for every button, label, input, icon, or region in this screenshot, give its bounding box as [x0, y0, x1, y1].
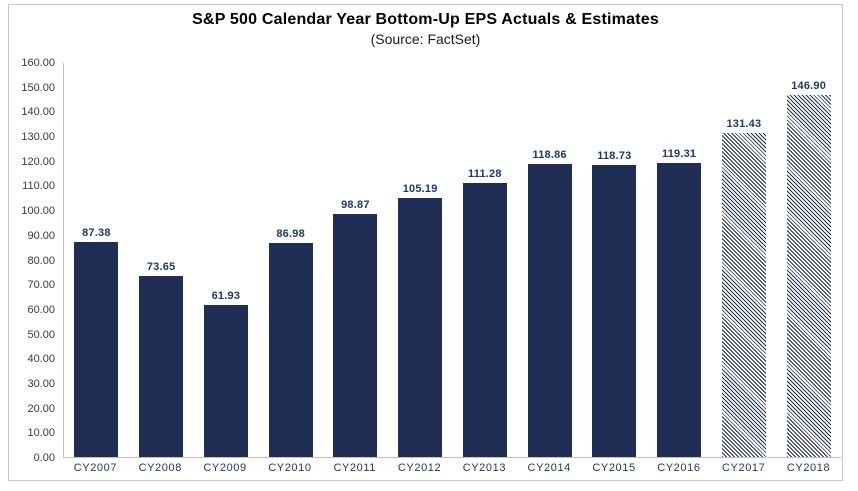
bar-column-CY2016: 119.31 — [647, 63, 712, 457]
bar-value-label: 146.90 — [791, 80, 827, 93]
bar-value-label: 87.38 — [82, 226, 111, 239]
x-tick-label: CY2014 — [527, 462, 571, 474]
actual-bar — [592, 164, 637, 457]
x-tick-label: CY2011 — [333, 462, 376, 474]
actual-bar — [268, 242, 313, 457]
bar-value-label: 73.65 — [146, 260, 176, 273]
bars-container: 87.38 73.65 61.93 86.98 98.87 105.19 111.28 118… — [64, 63, 841, 457]
y-tick-label: 90.00 — [27, 229, 55, 242]
y-tick-label: 80.00 — [27, 254, 55, 267]
y-tick-label: 130.00 — [21, 131, 55, 144]
x-tick-label: CY2018 — [786, 462, 831, 474]
x-tick-label: CY2007 — [73, 462, 118, 474]
x-axis: CY2007 CY2008 CY2009 CY2010 CY2011 CY2012 CY20… — [63, 462, 841, 477]
bar-value-label: 131.43 — [726, 118, 762, 131]
y-tick-label: 110.00 — [22, 180, 55, 193]
bar-column-CY2010: 86.98 — [258, 63, 323, 457]
x-tick-label: CY2013 — [462, 462, 507, 474]
actual-bar — [462, 182, 507, 457]
x-tick-label: CY2015 — [592, 462, 636, 474]
bar-value-label: 61.93 — [211, 289, 241, 302]
estimate-bar — [721, 133, 766, 457]
y-tick-label: 120.00 — [21, 155, 55, 168]
actual-bar — [398, 197, 443, 457]
y-tick-label: 20.00 — [27, 402, 55, 415]
x-tick-label: CY2016 — [657, 462, 701, 474]
y-axis: 160.00 150.00 140.00 130.00 120.00 110.00 100.… — [9, 57, 59, 464]
bar-column-CY2011: 98.87 — [323, 63, 388, 457]
y-tick-label: 140.00 — [21, 106, 55, 119]
actual-bar — [139, 275, 184, 457]
plot-area: 87.38 73.65 61.93 86.98 98.87 105.19 111.28 118… — [63, 63, 841, 458]
bar-value-label: 98.87 — [341, 198, 370, 211]
chart-frame: S&P 500 Calendar Year Bottom-Up EPS Actu… — [8, 4, 843, 481]
y-tick-label: 160.00 — [21, 57, 55, 69]
bar-value-label: 86.98 — [276, 227, 305, 240]
bar-column-CY2018: 146.90 — [776, 63, 841, 457]
actual-bar — [74, 241, 119, 457]
estimate-bar — [786, 95, 831, 457]
x-tick-label: CY2008 — [138, 462, 182, 474]
bar-column-CY2012: 105.19 — [388, 63, 453, 457]
y-tick-label: 70.00 — [27, 279, 55, 292]
chart-subtitle: (Source: FactSet) — [370, 31, 481, 47]
actual-bar — [657, 163, 702, 457]
bar-column-CY2017: 131.43 — [712, 63, 777, 457]
bar-column-CY2013: 111.28 — [453, 63, 518, 457]
y-tick-label: 40.00 — [27, 353, 55, 366]
bar-value-label: 105.19 — [402, 182, 438, 195]
actual-bar — [333, 213, 378, 457]
x-tick-label: CY2017 — [722, 462, 766, 474]
bar-value-label: 118.86 — [532, 149, 567, 162]
bar-column-CY2014: 118.86 — [517, 63, 582, 457]
x-tick-label: CY2012 — [397, 462, 442, 474]
x-tick-label: CY2009 — [203, 462, 247, 474]
y-tick-label: 60.00 — [27, 303, 55, 316]
bar-column-CY2015: 118.73 — [582, 63, 647, 457]
bar-value-label: 118.73 — [597, 149, 632, 162]
chart-title: S&P 500 Calendar Year Bottom-Up EPS Actu… — [192, 11, 659, 28]
bar-value-label: 119.31 — [662, 148, 697, 161]
bar-column-CY2008: 73.65 — [129, 63, 194, 457]
bar-value-label: 111.28 — [468, 167, 502, 180]
bar-column-CY2007: 87.38 — [64, 63, 129, 457]
y-tick-label: 150.00 — [21, 81, 55, 94]
actual-bar — [203, 304, 248, 457]
bar-column-CY2009: 61.93 — [194, 63, 259, 457]
y-tick-label: 50.00 — [27, 328, 55, 341]
y-tick-label: 100.00 — [21, 205, 55, 218]
actual-bar — [527, 164, 572, 457]
y-tick-label: 30.00 — [27, 377, 55, 390]
x-tick-label: CY2010 — [268, 462, 312, 474]
y-tick-label: 10.00 — [27, 427, 55, 440]
y-tick-label: 0.00 — [33, 452, 55, 464]
